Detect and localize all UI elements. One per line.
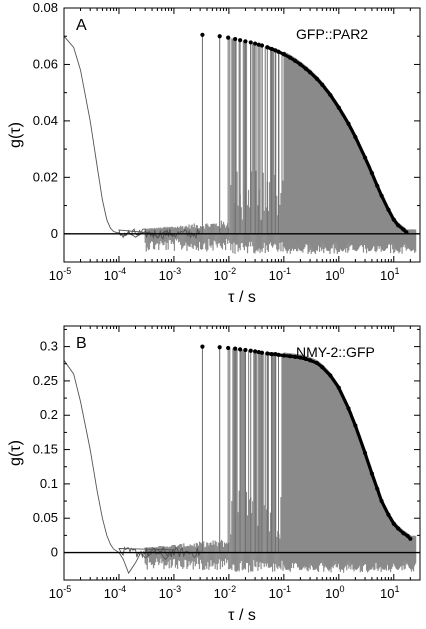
x-tick-label: 10-4: [104, 584, 126, 601]
data-point: [238, 347, 243, 352]
data-point: [200, 344, 205, 349]
data-point: [226, 35, 231, 40]
y-tick-label: 0.25: [33, 373, 58, 388]
panel-b: 0 0.05 0.1 0.15 0.2 0.25 0.3 10-5 10-4 10-3 10-2 10…: [7, 325, 421, 624]
data-point: [243, 347, 248, 353]
panel-label: B: [76, 335, 87, 352]
fit-curve: [267, 351, 412, 540]
x-tick-label: 10-3: [159, 266, 181, 283]
data-point: [200, 32, 205, 37]
y-axis-label: g(τ): [7, 122, 24, 148]
x-tick-label: 101: [380, 266, 399, 283]
y-tick-label: 0: [51, 545, 58, 560]
data-point: [238, 38, 243, 43]
y-tick-label: 0: [51, 226, 58, 241]
y-tick-label: 0.15: [33, 442, 58, 457]
y-tick-label: 0.06: [33, 56, 58, 71]
data-point: [233, 346, 238, 351]
data-point: [256, 349, 261, 355]
y-tick-label: 0.05: [33, 510, 58, 525]
x-tick-label: 10-1: [269, 266, 291, 283]
x-tick-label: 10-2: [214, 584, 236, 601]
x-tick-label: 10-2: [214, 266, 236, 283]
drop-lines: [201, 34, 280, 234]
x-tick-label: 10-5: [49, 584, 71, 601]
data-point: [233, 36, 238, 42]
plot-area: [64, 344, 417, 575]
error-band: [144, 348, 417, 573]
plot-frame: [63, 325, 421, 581]
x-tick-label: 100: [325, 266, 344, 283]
y-tick-label: 0.1: [40, 476, 58, 491]
y-tick-label: 0.3: [40, 339, 58, 354]
x-tick-label: 10-3: [159, 584, 181, 601]
data-point: [217, 34, 222, 39]
plot-frame: [63, 7, 421, 263]
data-point: [253, 349, 258, 354]
panel-label: A: [76, 17, 87, 34]
x-tick-label: 10-1: [269, 584, 291, 601]
data-point: [259, 43, 265, 48]
panel-a: 0 0.02 0.04 0.06 0.08 10-5 10-4 10-3 10-2 10-1 100…: [7, 0, 421, 306]
x-tick-label: 101: [380, 584, 399, 601]
plot-area: [64, 32, 417, 255]
y-tick-label: 0.2: [40, 407, 58, 422]
data-point: [259, 350, 265, 355]
x-axis-label: τ / s: [228, 289, 256, 306]
y-tick-label: 0.02: [33, 169, 58, 184]
data-point: [256, 42, 261, 47]
noisy-trace-line: [64, 360, 201, 575]
x-tick-label: 100: [325, 584, 344, 601]
data-point: [243, 39, 248, 44]
panel-annotation: GFP::PAR2: [296, 26, 368, 42]
data-point: [248, 40, 253, 45]
y-tick-label: 0.08: [33, 0, 58, 15]
y-tick-label: 0.04: [33, 113, 58, 128]
fit-curve: [266, 45, 408, 234]
data-point: [217, 345, 222, 350]
error-band-fill: [283, 352, 416, 571]
panel-annotation: NMY-2::GFP: [296, 344, 375, 360]
data-point: [253, 41, 258, 46]
y-axis-label: g(τ): [7, 440, 24, 466]
x-tick-label: 10-4: [104, 266, 126, 283]
drop-lines: [201, 346, 280, 553]
data-point: [226, 345, 231, 351]
x-tick-label: 10-5: [49, 266, 71, 283]
x-axis-label: τ / s: [228, 607, 256, 624]
data-point: [248, 348, 253, 353]
error-band: [144, 37, 417, 255]
noisy-trace-line: [64, 35, 201, 240]
